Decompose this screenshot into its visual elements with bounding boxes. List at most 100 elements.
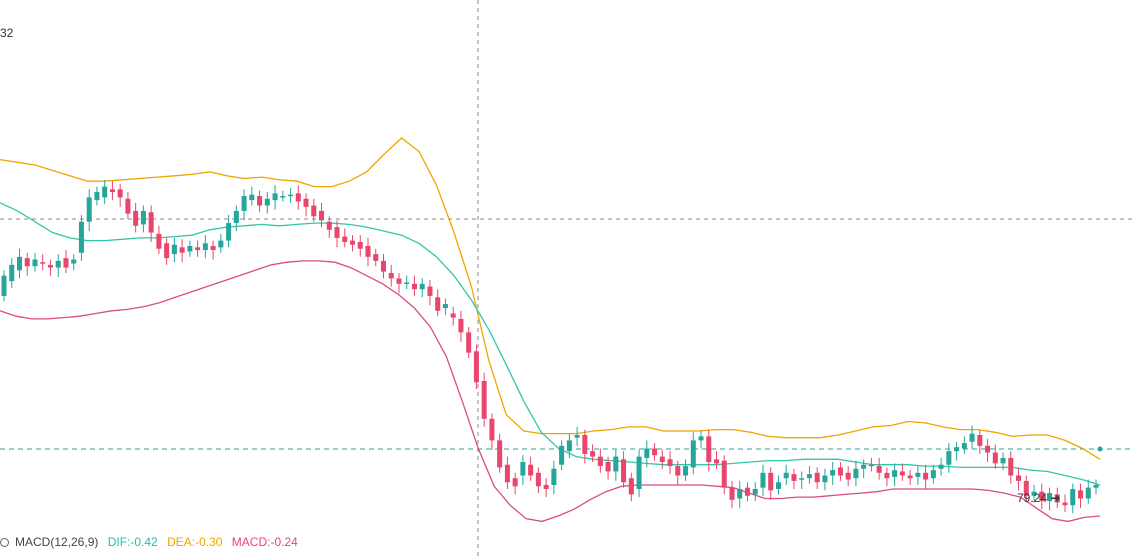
candle: [1062, 494, 1068, 512]
candle: [737, 480, 743, 508]
candle: [590, 444, 596, 462]
candle-body: [729, 487, 735, 500]
dif-value: DIF:-0.42: [107, 535, 158, 549]
candle: [636, 449, 642, 498]
candle-body: [380, 260, 387, 272]
magnifier-icon[interactable]: [0, 538, 9, 547]
candle: [326, 216, 332, 238]
candle-body: [47, 264, 53, 268]
candle-body: [659, 456, 665, 462]
candle-body: [930, 470, 936, 479]
candle-body: [744, 487, 751, 496]
candle-body: [1031, 491, 1037, 496]
candle: [729, 480, 735, 508]
candle: [504, 456, 510, 489]
candle-body: [892, 470, 898, 477]
candle: [218, 233, 224, 253]
candle: [334, 220, 340, 248]
candle: [450, 306, 456, 326]
candle: [837, 462, 843, 481]
candle-body: [605, 462, 611, 472]
candle-body: [326, 221, 332, 230]
candle-body: [1062, 502, 1068, 506]
candle: [783, 464, 789, 485]
candle: [349, 235, 356, 252]
candle-body: [814, 472, 820, 483]
candle-body: [24, 258, 30, 267]
candle: [63, 250, 69, 273]
candle: [24, 252, 30, 276]
candle: [582, 429, 588, 464]
candle-body: [1016, 475, 1022, 481]
candle: [760, 464, 766, 496]
candle-body: [373, 254, 379, 261]
candle-body: [125, 198, 131, 214]
candle-body: [884, 472, 890, 479]
candle-body: [109, 189, 115, 192]
candle: [241, 189, 247, 221]
candle-body: [311, 205, 317, 217]
candle: [195, 240, 201, 257]
macd-legend: MACD(12,26,9) DIF:-0.42 DEA:-0.30 MACD:-…: [0, 535, 304, 549]
dea-value: DEA:-0.30: [167, 535, 223, 549]
candle-body: [652, 448, 658, 456]
candle-body: [86, 197, 92, 222]
candle: [210, 240, 216, 260]
candle-body: [551, 468, 557, 485]
candle: [179, 239, 185, 263]
boll-lower-line: [0, 260, 1101, 523]
candle: [164, 237, 170, 265]
candle-body: [388, 273, 394, 279]
candle-body: [1, 275, 7, 296]
candle: [357, 235, 363, 257]
candle: [791, 468, 797, 489]
candle: [427, 279, 433, 306]
candle: [1093, 479, 1099, 495]
boll-upper-line: [0, 137, 1101, 460]
candle: [861, 459, 867, 479]
candle-body: [644, 448, 650, 458]
candle-body: [1070, 489, 1076, 506]
macd-indicator-name[interactable]: MACD(12,26,9): [15, 535, 99, 549]
candle: [667, 451, 673, 475]
candle: [698, 430, 704, 449]
candle-body: [450, 313, 456, 318]
candle: [311, 198, 317, 222]
candle: [845, 466, 851, 487]
candle-body: [218, 240, 224, 248]
candle-body: [853, 468, 859, 479]
candle: [605, 456, 611, 480]
candle-body: [992, 452, 998, 464]
candle-body: [683, 466, 689, 476]
candle-body: [497, 440, 503, 468]
candle: [388, 264, 394, 287]
candle-body: [737, 489, 743, 499]
candle: [806, 466, 812, 484]
candle: [125, 192, 131, 219]
candle: [404, 275, 410, 290]
candle: [1047, 487, 1053, 511]
candle: [775, 475, 781, 495]
candle-body: [1047, 493, 1053, 502]
candle: [32, 252, 38, 272]
candle-body: [94, 192, 100, 201]
candle-body: [706, 436, 712, 462]
candle-body: [63, 258, 69, 268]
candle: [47, 259, 53, 276]
candle: [78, 214, 84, 261]
candle: [644, 440, 650, 468]
candle: [16, 248, 23, 279]
candle-body: [628, 478, 634, 495]
candle: [133, 202, 139, 233]
candle: [559, 440, 565, 471]
candle-body: [226, 223, 232, 241]
macd-value: MACD:-0.24: [231, 535, 298, 549]
candle: [380, 254, 387, 279]
candle: [233, 205, 239, 232]
candle: [497, 433, 503, 473]
candle: [295, 185, 301, 210]
candle-body: [806, 474, 812, 479]
candle-body: [512, 478, 518, 487]
